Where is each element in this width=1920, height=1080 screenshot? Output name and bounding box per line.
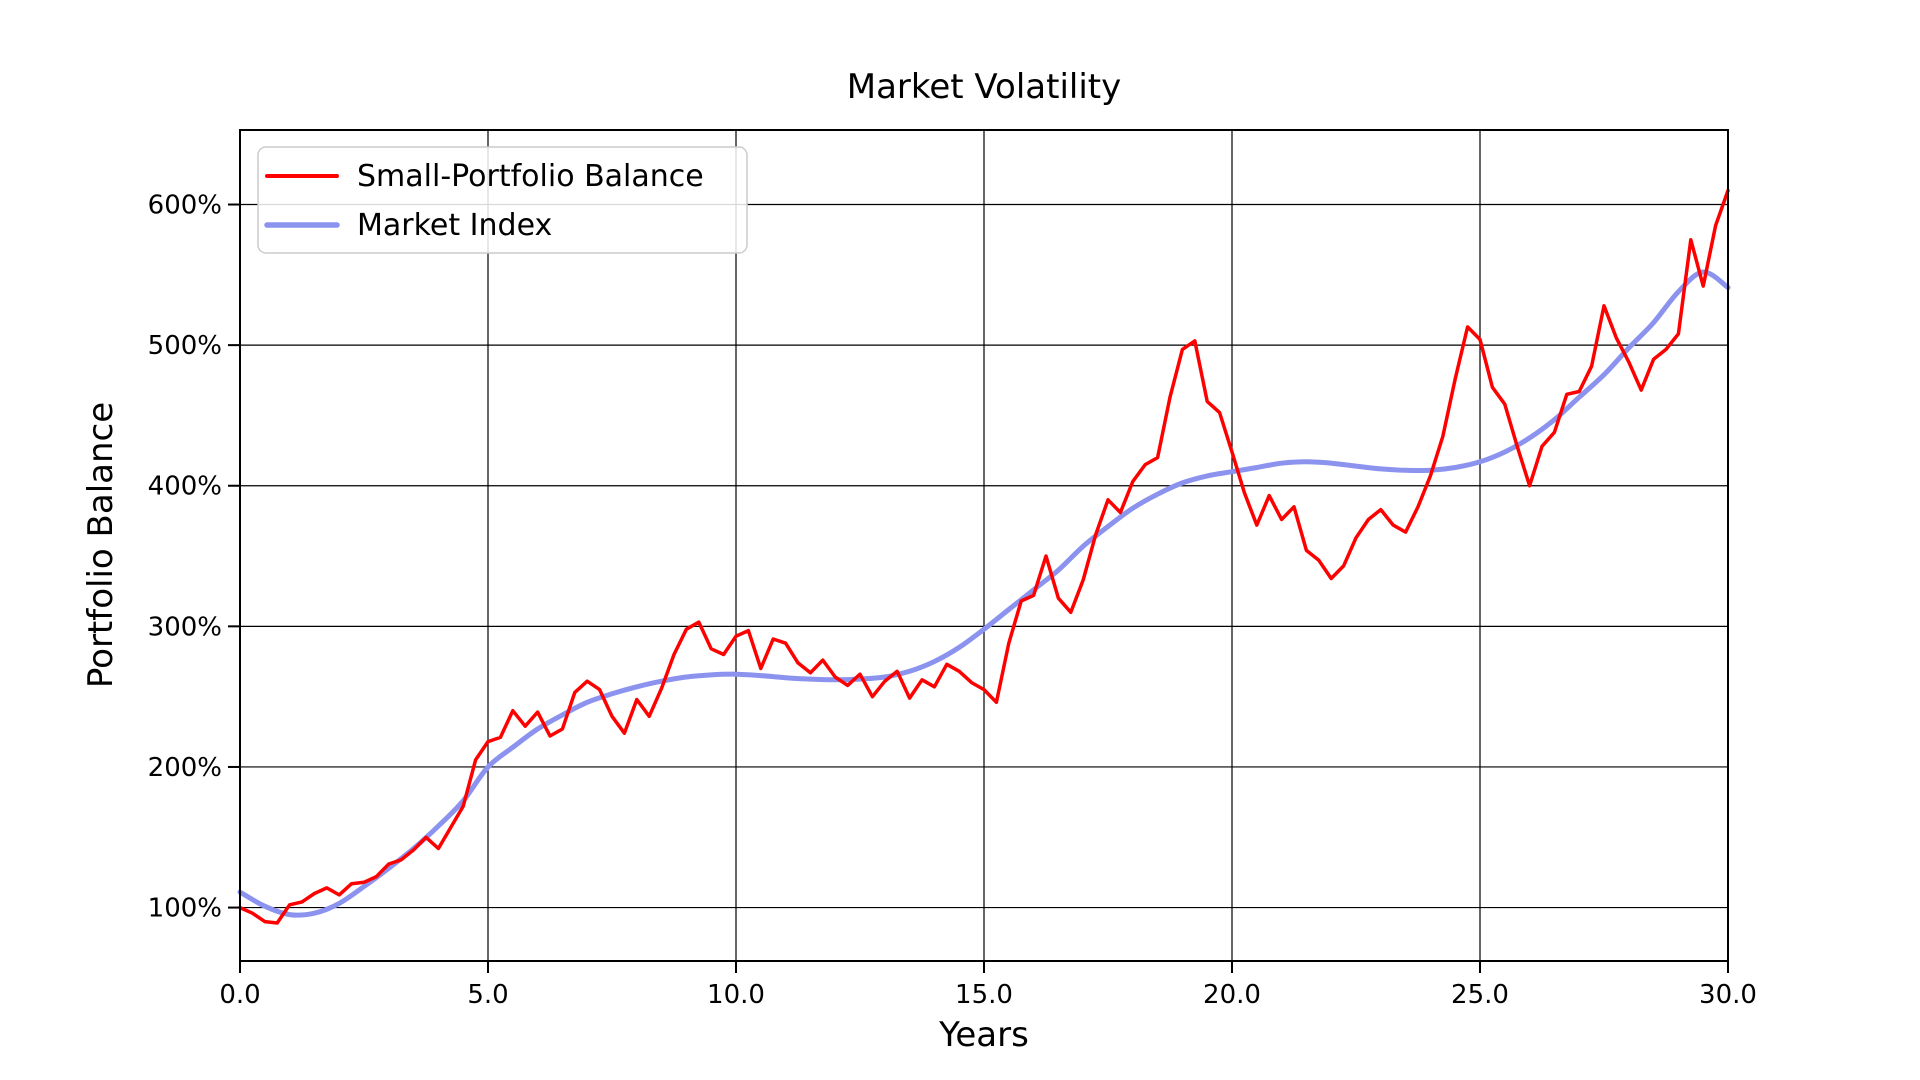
legend-label-portfolio: Small-Portfolio Balance <box>357 159 704 194</box>
x-tick-label: 30.0 <box>1699 980 1757 1010</box>
legend: Small-Portfolio Balance Market Index <box>257 146 748 254</box>
x-tick-label: 5.0 <box>467 980 508 1010</box>
y-tick-label: 600% <box>148 191 222 221</box>
legend-label-index: Market Index <box>357 208 552 243</box>
grid-layer <box>239 130 1729 961</box>
x-tick-label: 10.0 <box>707 980 765 1010</box>
chart-title: Market Volatility <box>847 67 1122 107</box>
x-tick-label: 15.0 <box>955 980 1013 1010</box>
y-tick-label: 100% <box>148 894 222 924</box>
series-line-market-index <box>237 269 1731 918</box>
x-axis-label: Years <box>938 1015 1029 1055</box>
tick-label-layer: 0.0 5.0 10.0 15.0 20.0 25.0 30.0 100% 200% 300% 40… <box>148 191 1757 1010</box>
series-layer <box>237 188 1731 925</box>
y-tick-label: 500% <box>148 331 222 361</box>
x-tick-label: 25.0 <box>1451 980 1509 1010</box>
x-tick-label: 0.0 <box>219 980 260 1010</box>
tick-layer <box>228 203 1729 973</box>
legend-box <box>257 146 748 254</box>
y-tick-label: 300% <box>148 612 222 642</box>
y-tick-label: 400% <box>148 472 222 502</box>
y-axis-label: Portfolio Balance <box>81 402 121 688</box>
x-tick-label: 20.0 <box>1203 980 1261 1010</box>
series-line-small-portfolio-balance <box>238 188 1730 925</box>
y-tick-label: 200% <box>148 753 222 783</box>
